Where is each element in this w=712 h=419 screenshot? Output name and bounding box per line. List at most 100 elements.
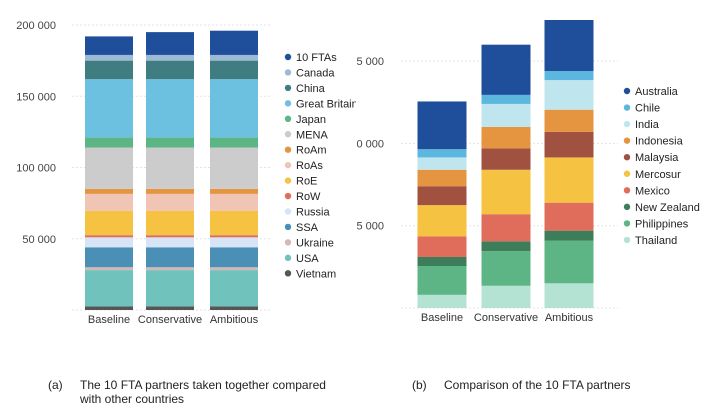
chart-a-legend-marker-usa (284, 254, 292, 262)
chart-a-legend-marker-mena (284, 131, 292, 138)
chart-b-bar-philippines-ambitious (544, 240, 594, 284)
chart-b-bar-australia-ambitious (544, 20, 594, 72)
chart-a-legend-marker-roe (284, 177, 292, 184)
chart-a-bar-ssa-baseline (85, 247, 133, 268)
chart-a-legend-label-china: China (296, 83, 326, 95)
chart-b-legend-marker-indonesia (623, 137, 631, 144)
chart-b-bar-thailand-conservative (481, 285, 531, 308)
chart-b-bar-india-ambitious (544, 80, 594, 110)
chart-a-bar-roam-baseline (85, 188, 133, 194)
chart-a-bar-usa-conservative (146, 270, 194, 307)
chart-a-bar-vietnam-ambitious (210, 306, 258, 310)
chart-a-bar-roas-ambitious (210, 193, 258, 211)
chart-a-bar-great-britain-ambitious (210, 79, 258, 138)
chart-a-legend-label-great-britain: Great Britain (296, 98, 356, 110)
chart-b-bar-new-zealand-conservative (481, 241, 531, 252)
chart-b-legend-marker-australia (623, 87, 631, 95)
chart-b-x-tick-label: Conservative (474, 312, 538, 324)
chart-b-bar-chile-conservative (481, 94, 531, 104)
chart-a-bar-japan-conservative (146, 137, 194, 148)
chart-a-legend-label-vietnam: Vietnam (296, 268, 336, 280)
chart-a-y-tick-label: 150 000 (16, 91, 56, 103)
chart-a-bar-roe-conservative (146, 210, 194, 236)
chart-a-legend-label-ssa: SSA (296, 222, 319, 234)
chart-b-legend-marker-thailand (623, 236, 631, 244)
chart-a-bar-canada-conservative (146, 54, 194, 61)
chart-a-bar-japan-baseline (85, 137, 133, 148)
chart-a-bar-ssa-ambitious (210, 247, 258, 268)
chart-b-legend-label-malaysia: Malaysia (635, 152, 679, 164)
chart-a-legend-marker-ukraine (284, 239, 292, 246)
chart-a-legend-label-canada: Canada (296, 67, 335, 79)
chart-a-legend-marker-roam (284, 146, 292, 153)
chart-a-bar-china-ambitious (210, 60, 258, 80)
chart-a-legend-marker-row (284, 192, 292, 200)
chart-b-bar-mercosur-conservative (481, 169, 531, 215)
chart-b-legend-marker-new-zealand (623, 203, 631, 211)
caption-b: (b) Comparison of the 10 FTA partners (412, 378, 702, 394)
chart-a-bar-russia-conservative (146, 237, 194, 248)
chart-b-bar-australia-conservative (481, 44, 531, 95)
chart-b-bar-philippines-baseline (417, 266, 467, 295)
chart-a-bar-canada-ambitious (210, 54, 258, 61)
chart-b-bar-philippines-conservative (481, 251, 531, 286)
chart-a-bar-row-conservative (146, 235, 194, 238)
chart-a-x-tick-label: Conservative (138, 314, 202, 326)
chart-b-legend-label-chile: Chile (635, 103, 660, 115)
chart-a-legend-label-row: RoW (296, 191, 321, 203)
caption-b-text: Comparison of the 10 FTA partners (444, 378, 631, 392)
chart-b-y-tick-label: 5 000 (356, 221, 384, 233)
chart-b-bar-mexico-baseline (417, 236, 467, 257)
chart-b-legend-label-india: India (635, 119, 660, 131)
chart-a-bar-roe-ambitious (210, 210, 258, 236)
chart-b-legend-label-australia: Australia (635, 86, 679, 98)
chart-b-legend-marker-mercosur (623, 170, 631, 177)
chart-b-bar-new-zealand-ambitious (544, 230, 594, 241)
chart-b-legend-label-mexico: Mexico (635, 185, 670, 197)
chart-a-bar-row-ambitious (210, 235, 258, 238)
chart-a-bar-mena-ambitious (210, 147, 258, 189)
chart-a-bar-china-conservative (146, 60, 194, 80)
chart-a-legend-label-roas: RoAs (296, 160, 323, 172)
chart-a-legend-label-ukraine: Ukraine (296, 237, 334, 249)
chart-a-y-tick-label: 200 000 (16, 20, 56, 32)
chart-a-bar-russia-baseline (85, 237, 133, 248)
chart-a-bar-mena-conservative (146, 147, 194, 189)
chart-b-bar-indonesia-baseline (417, 169, 467, 187)
chart-b-bar-chile-baseline (417, 149, 467, 158)
chart-a-legend-marker-roas (284, 161, 292, 169)
chart-b-legend-marker-malaysia (623, 154, 631, 161)
chart-a-x-tick-label: Ambitious (210, 314, 259, 326)
chart-b-y-tick-label: 15 000 (356, 56, 384, 68)
chart-a-legend-label-mena: MENA (296, 129, 328, 141)
caption-b-letter: (b) (412, 378, 427, 392)
chart-b-bar-india-conservative (481, 103, 531, 127)
chart-b-legend-label-thailand: Thailand (635, 235, 677, 247)
chart-b-legend-marker-philippines (623, 220, 631, 227)
chart-b-bar-mexico-ambitious (544, 202, 594, 231)
chart-a-bar-great-britain-conservative (146, 79, 194, 138)
chart-a-bar-ukraine-conservative (146, 267, 194, 271)
chart-a-legend-marker-russia (284, 208, 292, 215)
chart-a-bar-ssa-conservative (146, 247, 194, 268)
chart-a-bar-canada-baseline (85, 54, 133, 61)
chart-a-y-tick-label: 100 000 (16, 163, 56, 175)
chart-b-bar-mexico-conservative (481, 214, 531, 242)
chart-b-x-tick-label: Baseline (421, 312, 463, 324)
caption-a-text: The 10 FTA partners taken together compa… (80, 378, 326, 406)
chart-b-bar-new-zealand-baseline (417, 256, 467, 267)
chart-b-legend-marker-india (623, 120, 631, 128)
chart-a-bar-russia-ambitious (210, 237, 258, 248)
chart-a-bar-japan-ambitious (210, 137, 258, 148)
chart-b-bar-thailand-ambitious (544, 283, 594, 308)
chart-a-legend-label-japan: Japan (296, 114, 326, 126)
chart-b: 5 000 10 000 15 000 Baseline Conservative Amb… (356, 20, 700, 324)
chart-a-y-tick-label: 50 000 (22, 234, 56, 246)
chart-a-legend-label-roe: RoE (296, 176, 317, 188)
chart-a-bar-usa-baseline (85, 270, 133, 307)
chart-b-bar-malaysia-baseline (417, 186, 467, 206)
chart-b-bar-malaysia-conservative (481, 148, 531, 170)
chart-a-bar-ukraine-ambitious (210, 267, 258, 271)
chart-b-legend-label-mercosur: Mercosur (635, 169, 681, 181)
chart-a-bar-10-ftas-conservative (146, 32, 194, 55)
